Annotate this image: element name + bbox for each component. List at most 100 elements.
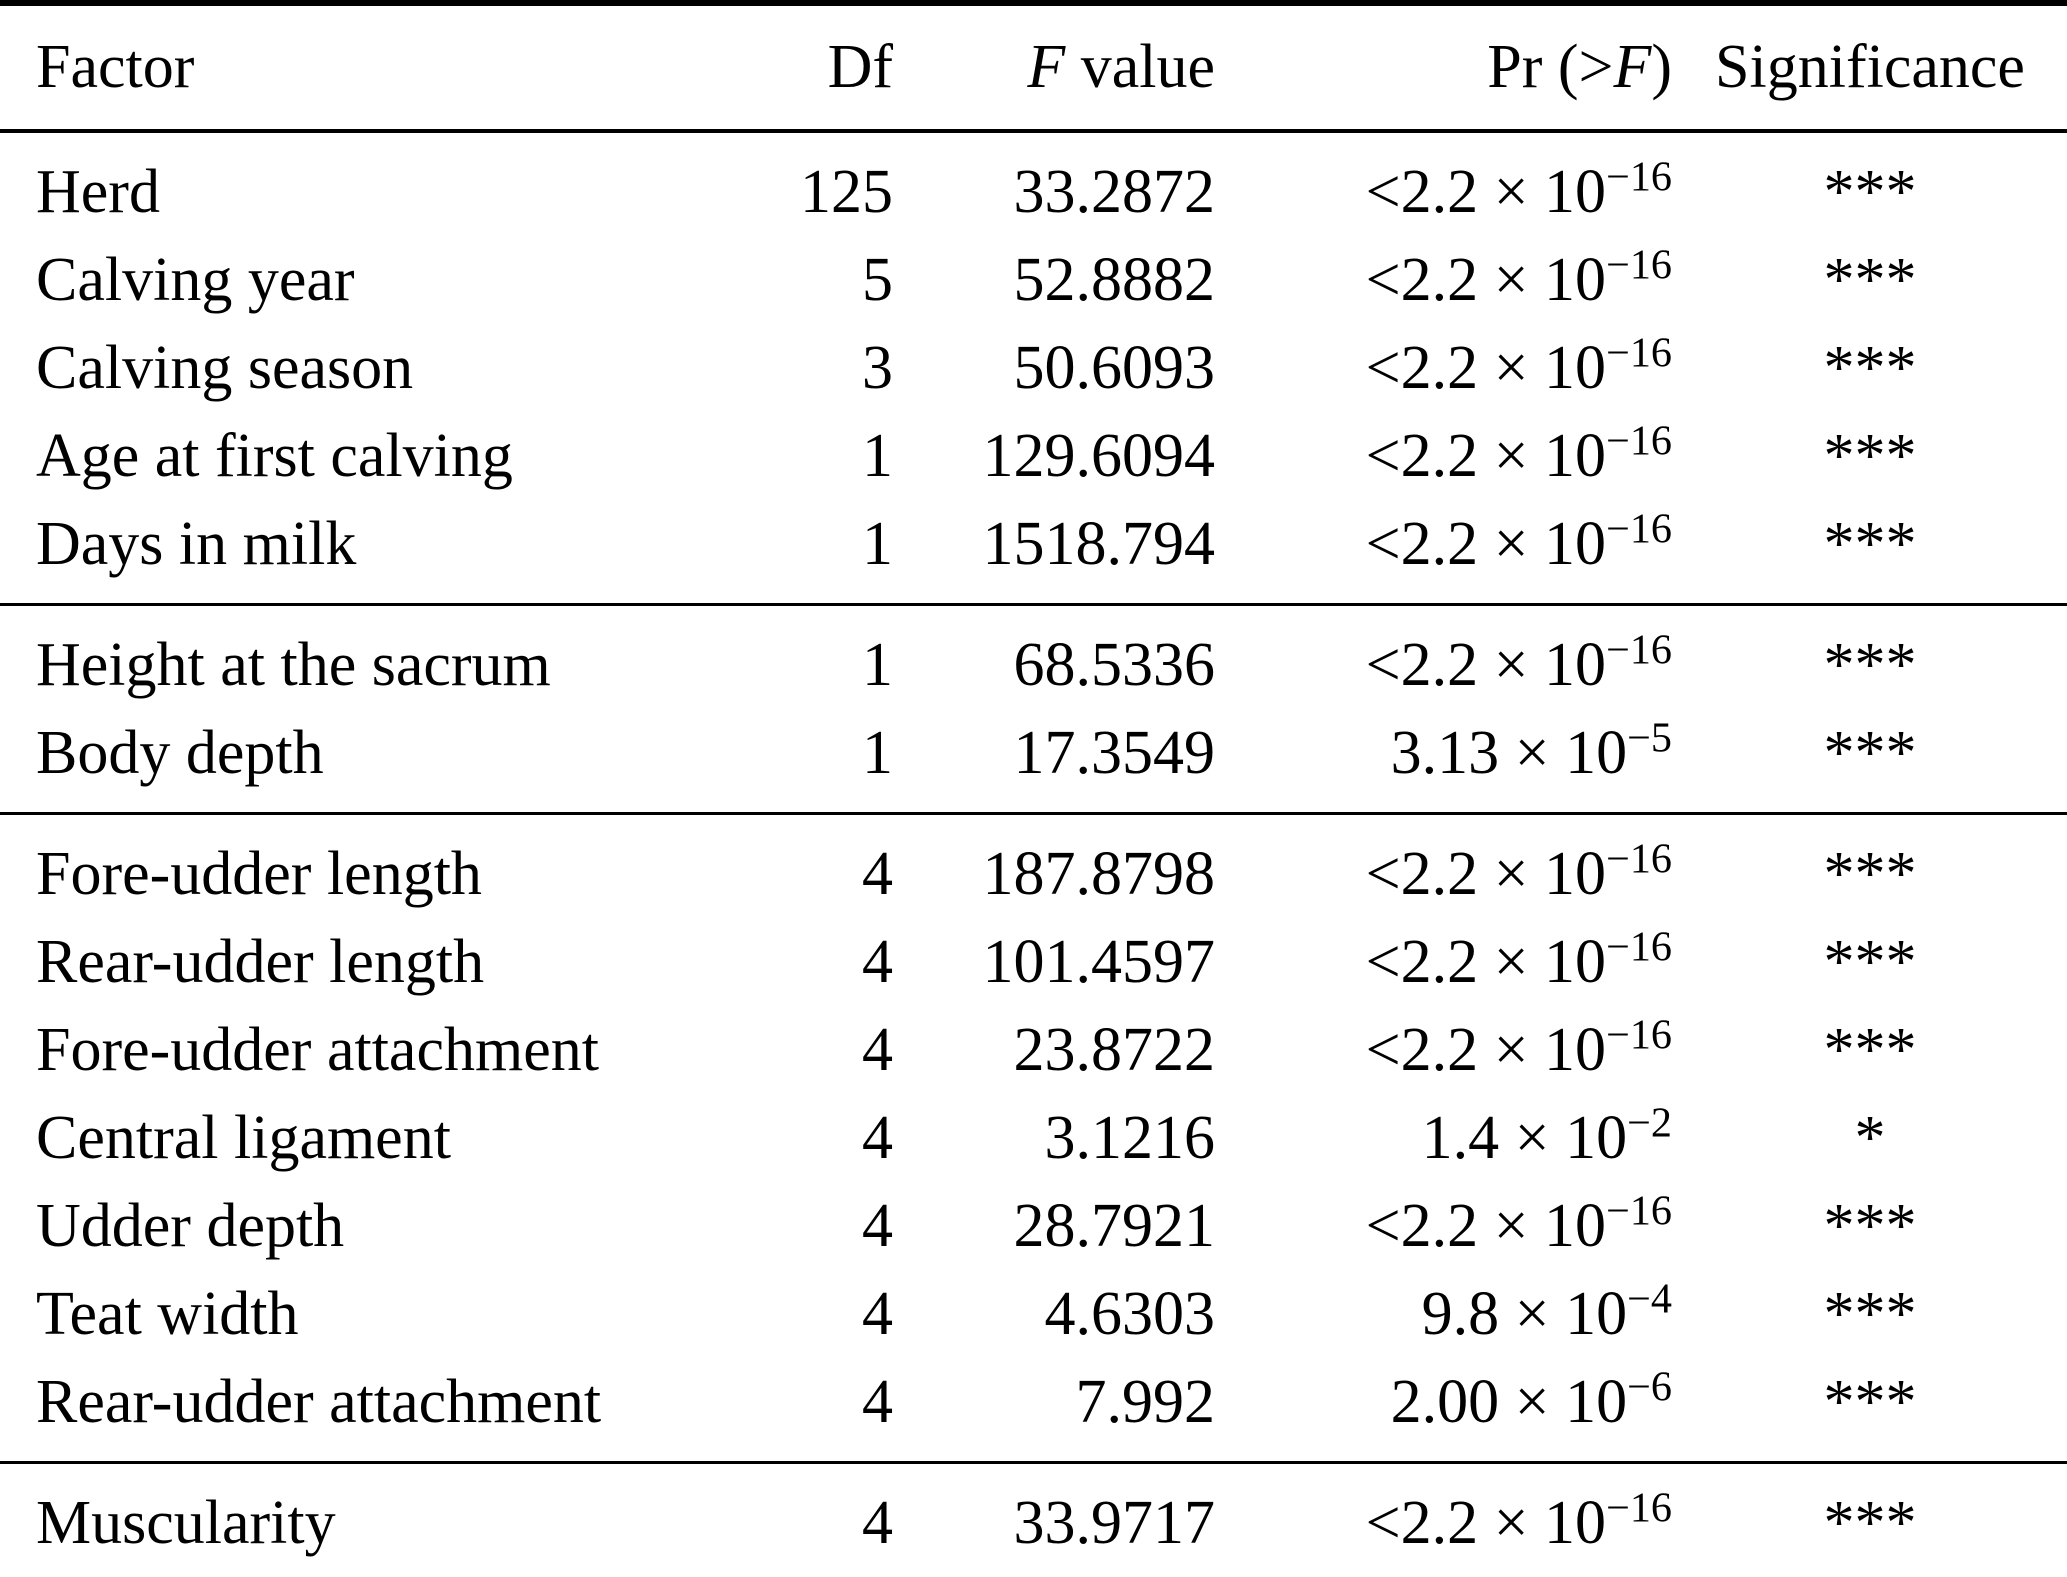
pr-header-suffix: ) [1651, 33, 1672, 102]
pr-mantissa: 9.8 × 10 [1421, 1279, 1628, 1348]
table-row: Rear-udder attachment 4 7.992 2.00 × 10−6 **… [0, 1358, 2067, 1463]
f-value-cell: 50.6093 [1013, 333, 1216, 402]
pr-exponent: −16 [1606, 626, 1672, 674]
f-value-cell: 3.1216 [1044, 1103, 1216, 1172]
table-row: Udder depth 4 28.7921 <2.2 × 10−16 *** [0, 1182, 2067, 1270]
f-value-cell: 129.6094 [982, 421, 1216, 490]
df-cell: 4 [862, 1191, 893, 1260]
column-header-df: Df [827, 33, 893, 102]
factor-cell: Fore-udder attachment [36, 1015, 599, 1084]
pr-cell: <2.2 × 10−16 [1216, 1182, 1673, 1270]
pr-mantissa: <2.2 × 10 [1365, 421, 1607, 490]
pr-exponent: −6 [1627, 1363, 1672, 1411]
table-row: Fore-udder length 4 187.8798 <2.2 × 10−16 **… [0, 814, 2067, 919]
f-value-cell: 28.7921 [1013, 1191, 1216, 1260]
pr-mantissa: 3.13 × 10 [1390, 718, 1628, 787]
table-row: Height at the sacrum 1 68.5336 <2.2 × 10−16… [0, 605, 2067, 710]
pr-mantissa: <2.2 × 10 [1365, 509, 1607, 578]
pr-cell: <2.2 × 10−16 [1216, 605, 1673, 710]
pr-header-prefix: Pr (> [1487, 33, 1614, 102]
pr-mantissa: <2.2 × 10 [1365, 245, 1607, 314]
f-value-cell: 101.4597 [982, 927, 1216, 996]
df-cell: 4 [862, 1103, 893, 1172]
table-row: Central ligament 4 3.1216 1.4 × 10−2 * [0, 1094, 2067, 1182]
f-value-cell: 17.3549 [1013, 718, 1216, 787]
pr-header-italic: F [1613, 33, 1652, 102]
factor-cell: Age at first calving [36, 421, 513, 490]
pr-exponent: −2 [1627, 1099, 1672, 1147]
significance-cell: *** [1823, 1488, 1917, 1557]
table-section: Fore-udder length 4 187.8798 <2.2 × 10−16 **… [0, 813, 2067, 1463]
factor-cell: Herd [36, 157, 160, 226]
pr-exponent: −16 [1606, 505, 1672, 553]
f-value-cell: 33.2872 [1013, 157, 1216, 226]
pr-cell: <2.2 × 10−16 [1216, 1463, 1673, 1577]
factor-cell: Days in milk [36, 509, 357, 578]
f-value-cell: 1518.794 [982, 509, 1216, 578]
pr-cell: <2.2 × 10−16 [1216, 814, 1673, 919]
pr-cell: <2.2 × 10−16 [1216, 500, 1673, 605]
pr-cell: 9.8 × 10−4 [1216, 1270, 1673, 1358]
significance-cell: *** [1823, 509, 1917, 578]
df-cell: 1 [862, 630, 893, 699]
pr-exponent: −16 [1606, 835, 1672, 883]
f-value-cell: 4.6303 [1044, 1279, 1216, 1348]
factor-cell: Calving year [36, 245, 355, 314]
pr-mantissa: <2.2 × 10 [1365, 157, 1607, 226]
pr-exponent: −16 [1606, 1484, 1672, 1532]
table-section: Herd 125 33.2872 <2.2 × 10−16 *** Calving yea… [0, 131, 2067, 605]
df-cell: 4 [862, 1488, 893, 1557]
df-cell: 3 [862, 333, 893, 402]
f-value-cell: 187.8798 [982, 839, 1216, 908]
df-cell: 125 [800, 157, 893, 226]
df-cell: 5 [862, 245, 893, 314]
pr-cell: <2.2 × 10−16 [1216, 412, 1673, 500]
pr-exponent: −16 [1606, 417, 1672, 465]
table-row: Calving season 3 50.6093 <2.2 × 10−16 *** [0, 324, 2067, 412]
pr-cell: <2.2 × 10−16 [1216, 131, 1673, 236]
pr-cell: <2.2 × 10−16 [1216, 918, 1673, 1006]
significance-cell: *** [1823, 157, 1917, 226]
factor-cell: Rear-udder attachment [36, 1367, 602, 1436]
significance-cell: *** [1823, 1367, 1917, 1436]
pr-mantissa: <2.2 × 10 [1365, 839, 1607, 908]
significance-cell: *** [1823, 421, 1917, 490]
table-row: Age at first calving 1 129.6094 <2.2 × 10−1… [0, 412, 2067, 500]
f-value-cell: 33.9717 [1013, 1488, 1216, 1557]
table-row: Rear-udder length 4 101.4597 <2.2 × 10−16 **… [0, 918, 2067, 1006]
f-value-cell: 7.992 [1075, 1367, 1216, 1436]
df-cell: 4 [862, 927, 893, 996]
significance-cell: *** [1823, 839, 1917, 908]
f-value-cell: 52.8882 [1013, 245, 1216, 314]
pr-mantissa: <2.2 × 10 [1365, 1488, 1607, 1557]
pr-cell: <2.2 × 10−16 [1216, 324, 1673, 412]
factor-cell: Udder depth [36, 1191, 345, 1260]
pr-exponent: −16 [1606, 153, 1672, 201]
significance-cell: *** [1823, 245, 1917, 314]
factor-cell: Central ligament [36, 1103, 451, 1172]
df-cell: 4 [862, 1015, 893, 1084]
pr-mantissa: 2.00 × 10 [1390, 1367, 1628, 1436]
f-value-cell: 23.8722 [1013, 1015, 1216, 1084]
table-row: Teat width 4 4.6303 9.8 × 10−4 *** [0, 1270, 2067, 1358]
column-header-f-value: F value [894, 3, 1216, 131]
pr-mantissa: <2.2 × 10 [1365, 630, 1607, 699]
df-cell: 4 [862, 1367, 893, 1436]
significance-cell: *** [1823, 1279, 1917, 1348]
f-value-header-rest: value [1065, 33, 1215, 102]
factor-cell: Calving season [36, 333, 414, 402]
factor-cell: Muscularity [36, 1488, 336, 1557]
df-cell: 4 [862, 1279, 893, 1348]
table-row: Muscularity 4 33.9717 <2.2 × 10−16 *** [0, 1463, 2067, 1577]
table-row: Calving year 5 52.8882 <2.2 × 10−16 *** [0, 236, 2067, 324]
df-cell: 4 [862, 839, 893, 908]
table-row: Days in milk 1 1518.794 <2.2 × 10−16 *** [0, 500, 2067, 605]
table-row: Fore-udder attachment 4 23.8722 <2.2 × 10−1… [0, 1006, 2067, 1094]
significance-cell: *** [1823, 718, 1917, 787]
f-value-header-italic: F [1027, 33, 1066, 102]
pr-cell: 1.4 × 10−2 [1216, 1094, 1673, 1182]
factor-cell: Rear-udder length [36, 927, 485, 996]
f-value-cell: 68.5336 [1013, 630, 1216, 699]
pr-cell: <2.2 × 10−16 [1216, 1006, 1673, 1094]
